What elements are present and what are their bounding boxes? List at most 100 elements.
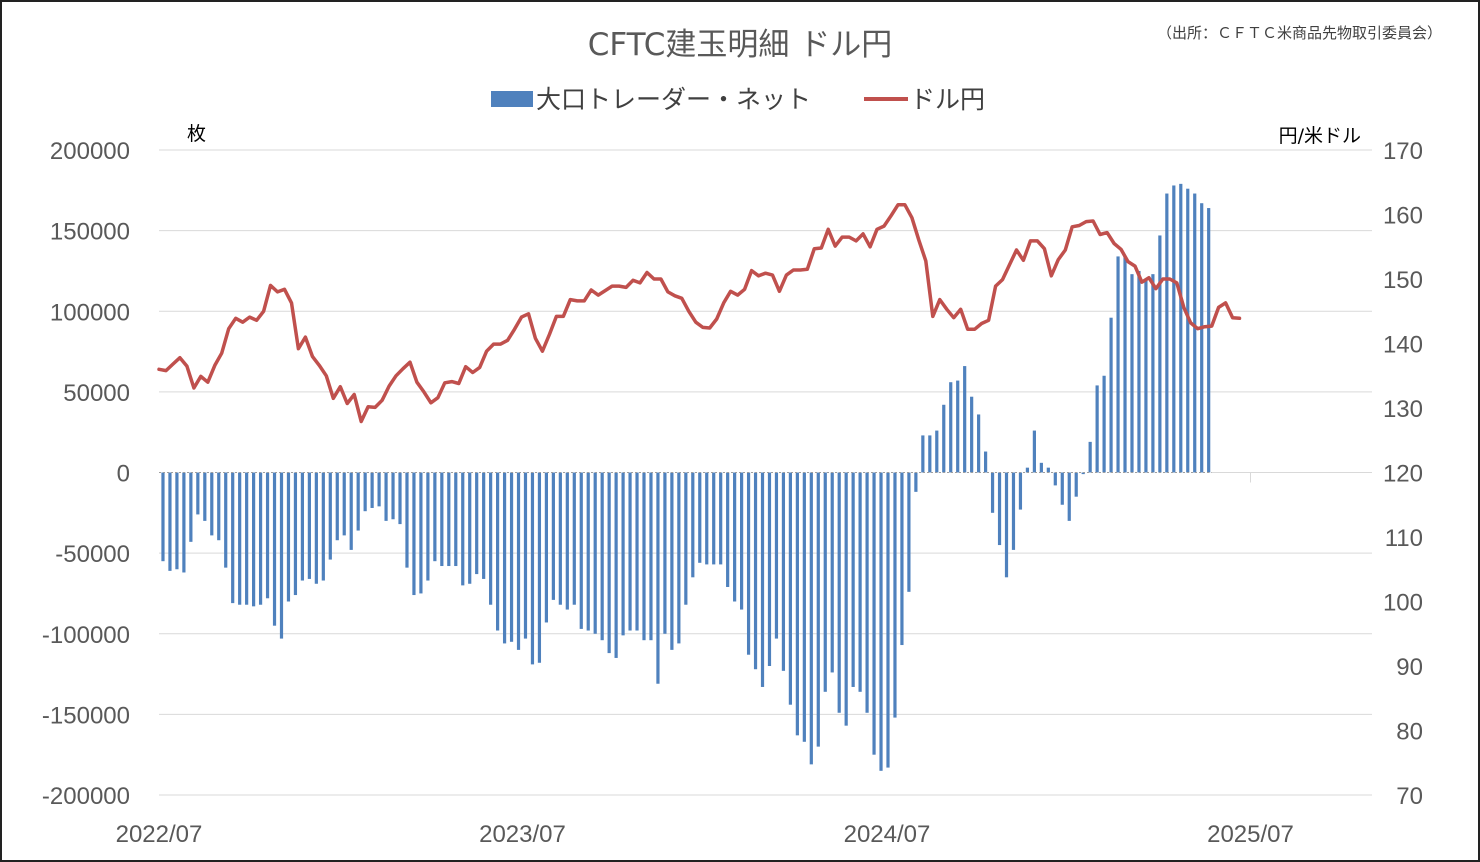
bar [189,472,193,542]
legend-label-line: ドル円 [910,85,985,114]
x-tick-label: 2023/07 [479,821,566,848]
bar [1018,472,1023,510]
bar [879,472,883,771]
bar [893,472,897,718]
x-tick-label: 2024/07 [844,821,931,848]
bar [830,472,834,673]
bar [872,472,876,755]
bar [405,472,409,568]
bar [391,472,395,520]
grid [159,149,1372,796]
bar [509,472,514,642]
bar [384,472,388,521]
bar [649,472,653,641]
usdjpy-line [157,203,1242,424]
bar [502,472,507,644]
bar [1081,472,1085,475]
y-right-tick-label: 140 [1383,332,1423,359]
bar [1060,472,1064,505]
bar [217,472,221,541]
bar [642,472,646,641]
bar [956,380,960,473]
bar [398,472,402,525]
legend-label-bar: 大口トレーダー・ネット [536,85,811,114]
bar [705,472,709,565]
bar [949,382,953,473]
left-axis-unit: 枚 [187,123,206,145]
bar [663,472,667,634]
bar [203,472,207,521]
bar [579,472,583,629]
y-right-tick-label: 130 [1383,396,1423,423]
bar [739,472,744,610]
bar [698,472,702,563]
bar [314,472,318,584]
y-left-tick-label: 100000 [50,299,130,326]
y-right-tick-label: 100 [1383,590,1423,617]
bar [1046,467,1050,473]
bar [760,472,765,687]
bar [907,472,911,592]
bar [321,472,325,581]
y-left-tick-label: 0 [117,461,130,488]
y-right-tick-label: 110 [1385,525,1423,552]
y-left-tick-label: -150000 [42,702,130,729]
y-left-tick-label: -50000 [55,541,130,568]
bar [788,472,792,705]
bar [1151,274,1155,473]
bar [342,472,346,536]
bar [168,472,172,571]
y-right-tick-label: 150 [1383,267,1423,294]
y-left-tick-label: -100000 [42,622,130,649]
bar [1158,235,1162,473]
bar [809,472,813,765]
bar [482,472,486,579]
bar [1193,193,1197,473]
bar [802,472,806,742]
bar [440,472,444,567]
y-right-tick-label: 80 [1396,719,1423,746]
bar [307,472,311,579]
bar [258,472,263,605]
bar [935,430,939,473]
bar [712,472,716,565]
y-left-tick-label: 200000 [50,138,130,165]
bar [997,472,1002,546]
bar [844,472,848,726]
bar [733,472,737,602]
bar [914,472,918,492]
bar [454,472,458,567]
bar [781,472,786,671]
bar [370,472,374,508]
bar [265,472,270,599]
y-left-tick-label: 50000 [63,380,130,407]
bar [272,472,277,626]
bar [468,472,472,584]
bar [1053,472,1057,486]
bar [516,472,521,650]
bar [746,472,751,655]
bar [753,472,758,670]
bar [238,472,242,605]
bar [558,472,562,605]
bar [837,472,841,713]
bar [1172,185,1176,473]
bar [970,396,974,473]
y-right-tick-label: 170 [1383,138,1423,165]
bar [1130,274,1134,473]
x-tick-label: 2022/07 [116,821,203,848]
bar [1137,270,1141,473]
bar [1116,256,1120,473]
bar [858,472,862,692]
bar [196,472,200,515]
bar [349,472,353,550]
bar [823,472,827,692]
bar [328,472,332,560]
bar [286,472,291,602]
bar [691,472,695,578]
bar [363,472,367,512]
bar [300,472,305,581]
bar [1165,193,1169,473]
